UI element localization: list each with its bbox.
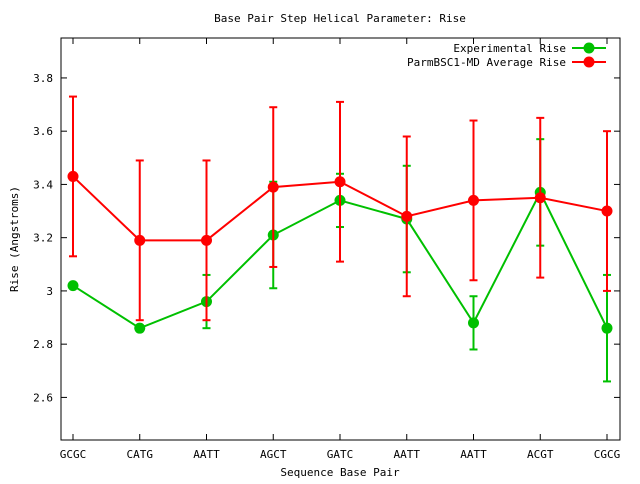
x-tick-label: AATT: [193, 448, 220, 461]
legend-marker: [583, 56, 595, 68]
series-1: [67, 95, 613, 322]
x-tick-label: GCGC: [60, 448, 87, 461]
x-axis: GCGC CATG AATT AGCT GATC AATT AATT ACGT CGCG: [60, 38, 621, 461]
x-tick-label: GATC: [327, 448, 354, 461]
data-point: [601, 205, 613, 217]
x-tick-label: ACGT: [527, 448, 554, 461]
y-axis: 2.6 2.8 3 3.2 3.4 3.6 3.8: [33, 72, 620, 404]
data-point: [334, 176, 346, 188]
y-tick-label: 3.6: [33, 125, 53, 138]
y-tick-label: 2.8: [33, 338, 53, 351]
data-point: [468, 194, 479, 206]
data-point: [468, 317, 479, 329]
x-tick-label: CGCG: [594, 448, 621, 461]
y-tick-label: 3.8: [33, 72, 53, 85]
y-tick-label: 2.6: [33, 391, 53, 404]
data-point: [67, 170, 79, 182]
x-axis-label: Sequence Base Pair: [280, 466, 400, 479]
data-point: [534, 192, 546, 204]
chart-title: Base Pair Step Helical Parameter: Rise: [214, 12, 466, 25]
legend-label: Experimental Rise: [453, 42, 566, 55]
data-point: [134, 322, 146, 334]
data-point: [67, 280, 79, 292]
y-tick-label: 3.4: [33, 178, 53, 191]
legend-label: ParmBSC1-MD Average Rise: [407, 56, 566, 69]
data-point: [601, 322, 613, 334]
y-axis-label: Rise (Angstroms): [8, 186, 21, 292]
y-tick-label: 3.2: [33, 232, 53, 245]
data-point: [401, 210, 413, 222]
series-layer: [67, 95, 613, 383]
x-tick-label: AATT: [460, 448, 487, 461]
data-point: [134, 234, 146, 246]
data-point: [267, 181, 279, 193]
x-tick-label: AGCT: [260, 448, 287, 461]
x-tick-label: CATG: [127, 448, 154, 461]
legend-marker: [583, 42, 595, 54]
data-point: [201, 234, 212, 246]
x-tick-label: AATT: [394, 448, 421, 461]
y-tick-label: 3: [46, 285, 53, 298]
